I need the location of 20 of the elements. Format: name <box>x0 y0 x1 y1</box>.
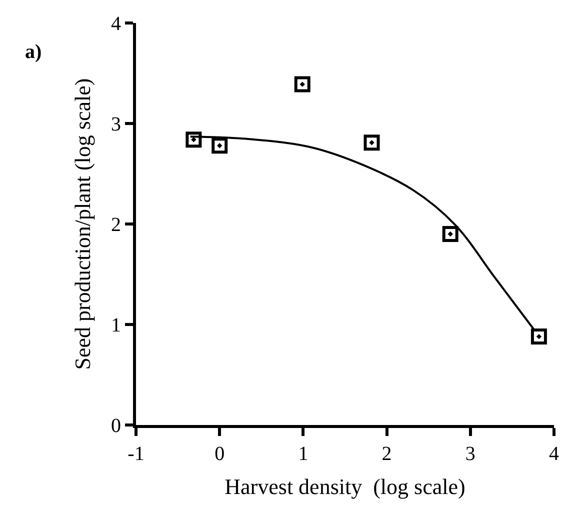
y-tick-label: 2 <box>111 214 121 236</box>
x-tick-label: 1 <box>298 443 308 465</box>
y-axis-title: Seed production/plant (log scale) <box>70 78 95 370</box>
x-tick-label: 0 <box>214 443 225 465</box>
point <box>442 226 458 242</box>
point <box>212 138 228 154</box>
x-axis-title: Harvest density (log scale) <box>224 474 466 499</box>
point <box>530 328 547 345</box>
y-tick-label: 0 <box>111 415 121 437</box>
x-tick-label: 3 <box>465 443 476 465</box>
x-tick-label: -1 <box>128 443 144 465</box>
y-tick-label: 1 <box>111 314 121 336</box>
x-tick-label: 4 <box>549 443 559 465</box>
point <box>186 132 202 148</box>
y-tick-label: 4 <box>111 13 121 35</box>
x-tick-label: 2 <box>382 443 392 465</box>
y-tick-label: 3 <box>111 114 121 136</box>
point <box>364 134 380 151</box>
text: a) <box>25 41 42 63</box>
point <box>294 76 310 92</box>
